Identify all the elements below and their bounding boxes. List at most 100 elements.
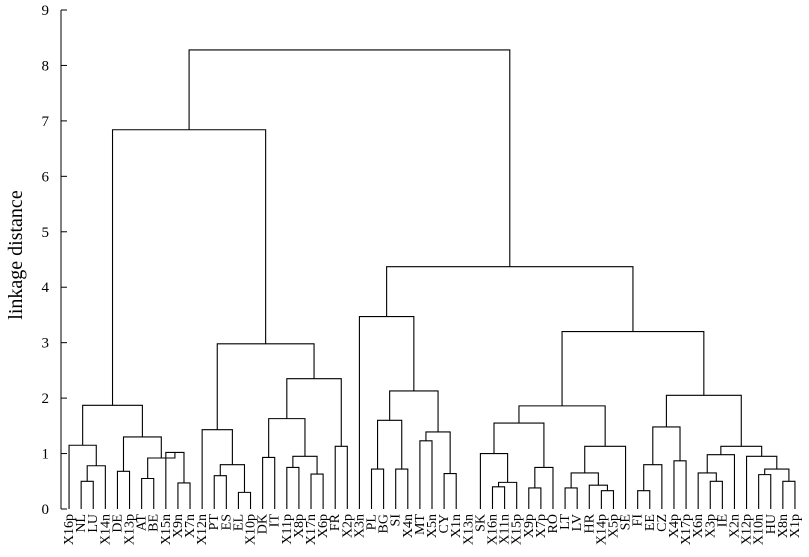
leaf-label: X14n [98,514,113,545]
y-axis-label: linkage distance [5,190,27,320]
dendrogram-link [122,436,162,472]
leaf-label: HU [764,514,779,534]
y-axis: 0 1 2 3 4 5 6 7 8 9 [42,3,67,518]
dendrogram-link [746,455,778,509]
y-tick-label: 7 [42,114,50,130]
leaf-label: X7n [183,514,198,538]
leaf-label: X10p [244,514,259,545]
dendrogram-link [493,422,545,468]
dendrogram-link [389,390,439,432]
dendrogram-link [419,440,433,509]
dendrogram-link [665,394,742,447]
dendrogram-link [479,453,509,509]
dendrogram-link [111,129,267,406]
leaf-label: NL [74,514,89,533]
leaf-label: IE [715,514,730,527]
dendrogram-link [643,464,663,509]
leaf-label: IT [268,514,283,528]
leaf-label: AT [135,514,150,532]
dendrogram-link [188,49,511,267]
leaf-label: X10n [752,514,767,545]
y-tick-label: 5 [42,225,50,241]
leaf-label: X8n [776,514,791,538]
leaf-label: X6n [691,514,706,538]
dendrogram-link [82,404,143,446]
leaf-label: X4n [401,514,416,538]
dendrogram-link [310,473,324,509]
leaf-label: X16p [62,514,77,545]
dendrogram-link [286,378,342,447]
leaf-label: SI [389,514,404,527]
dendrogram-link [425,431,451,474]
dendrogram-link [86,465,106,509]
dendrogram-link [584,445,627,509]
dendrogram-links [68,49,796,509]
leaf-labels: X16pNLLUX14nDEX13pATBEX15nX9nX7nX12nPTES… [62,513,803,545]
dendrogram-link [68,444,97,509]
leaf-label: FI [631,514,646,527]
leaf-label: DE [110,514,125,533]
leaf-label: X13p [123,514,138,545]
dendrogram-link [334,445,348,509]
leaf-label: BE [147,514,162,532]
y-tick-label: 0 [42,502,50,518]
dendrogram-link [561,331,705,406]
y-tick-label: 2 [42,391,50,407]
dendrogram-link [637,490,651,509]
leaf-label: PL [365,514,380,530]
dendrogram-link [528,487,542,509]
leaf-label: X2n [727,514,742,538]
leaf-label: X17p [679,514,694,545]
leaf-label: X5p [606,514,621,538]
dendrogram-link [491,486,506,509]
leaf-label: X15p [510,514,525,545]
dendrogram-link [286,466,300,509]
leaf-label: X2p [340,514,355,538]
dendrogram-link [706,454,736,509]
dendrogram-link [782,480,796,509]
leaf-label: X12n [195,514,210,545]
leaf-label: X5n [425,514,440,538]
dendrogram-link [377,419,403,470]
dendrogram-link [219,464,246,493]
dendrogram-link [177,482,191,509]
dendrogram-link [697,472,717,509]
y-tick-label: 6 [42,169,50,185]
leaf-label: X6p [316,514,331,538]
dendrogram-link [600,490,615,509]
dendrogram-link [358,316,415,509]
leaf-label: X16n [485,514,500,545]
y-tick-label: 8 [42,58,50,74]
dendrogram-link [443,472,457,509]
leaf-label: LT [558,514,573,530]
leaf-label: CZ [655,514,670,532]
leaf-label: PT [207,514,222,531]
dendrogram-link [564,487,578,509]
dendrogram-link [758,474,772,509]
leaf-label: X11p [280,514,295,545]
leaf-label: X15n [159,514,174,545]
leaf-label: X12p [740,514,755,545]
dendrogram-link [201,429,233,509]
dendrogram-link [395,468,409,509]
dendrogram-link [652,426,681,465]
dendrogram-link [497,481,518,509]
dendrogram-link [720,445,763,457]
leaf-label: X7p [534,514,549,538]
leaf-label: X9n [171,514,186,538]
leaf-label: X9p [522,514,537,538]
leaf-label: X8p [292,514,307,538]
dendrogram-link [216,343,315,430]
leaf-label: X11n [498,514,513,545]
dendrogram-link [709,480,723,509]
dendrogram-link [80,480,94,509]
dendrogram-link [262,456,276,509]
leaf-label: X4p [667,514,682,538]
leaf-label: HR [582,513,597,533]
dendrogram-link [116,470,131,509]
dendrogram-link [165,451,185,509]
leaf-label: ES [219,514,234,530]
dendrogram-link [141,477,155,509]
dendrogram-link [213,475,227,509]
